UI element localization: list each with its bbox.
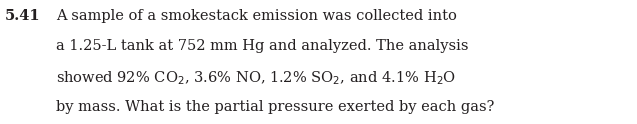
Text: 5.41: 5.41	[5, 9, 41, 23]
Text: a 1.25-L tank at 752 mm Hg and analyzed. The analysis: a 1.25-L tank at 752 mm Hg and analyzed.…	[56, 39, 469, 53]
Text: A sample of a smokestack emission was collected into: A sample of a smokestack emission was co…	[56, 9, 457, 23]
Text: by mass. What is the partial pressure exerted by each gas?: by mass. What is the partial pressure ex…	[56, 100, 494, 114]
Text: showed 92% CO$_2$, 3.6% NO, 1.2% SO$_2$, and 4.1% H$_2$O: showed 92% CO$_2$, 3.6% NO, 1.2% SO$_2$,…	[56, 69, 456, 87]
